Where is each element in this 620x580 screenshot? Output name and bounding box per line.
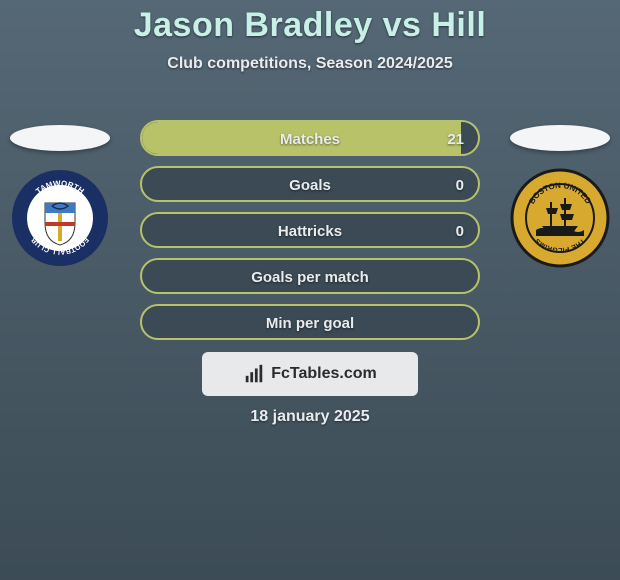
stat-bar: Hattricks 0 — [140, 212, 480, 248]
stat-bar-label: Hattricks — [278, 223, 342, 240]
player-left-oval — [10, 125, 110, 151]
stat-bar-value: 0 — [456, 214, 464, 248]
stat-bar: Goals per match — [140, 258, 480, 294]
stat-bar-label: Goals — [289, 177, 331, 194]
stat-bar-value: 0 — [456, 168, 464, 202]
watermark: FcTables.com — [202, 352, 418, 396]
stat-bar-label: Goals per match — [251, 269, 369, 286]
player-right-oval — [510, 125, 610, 151]
watermark-label: FcTables.com — [271, 365, 377, 383]
infographic-canvas: Jason Bradley vs Hill Club competitions,… — [0, 0, 620, 580]
stat-bar: Matches 21 — [140, 120, 480, 156]
stat-bar: Min per goal — [140, 304, 480, 340]
stat-bar-label: Matches — [280, 131, 340, 148]
stat-bars: Matches 21 Goals 0 Hattricks 0 Goals per match… — [140, 120, 480, 350]
stat-bar: Goals 0 — [140, 166, 480, 202]
club-badge-right: BOSTON UNITED THE PILGRIMS — [510, 168, 610, 268]
page-title: Jason Bradley vs Hill — [0, 0, 620, 45]
club-badge-left: TAMWORTH FOOTBALL CLUB — [10, 168, 110, 268]
boston-badge-svg: BOSTON UNITED THE PILGRIMS — [510, 168, 610, 268]
chart-icon — [243, 363, 265, 385]
stat-bar-label: Min per goal — [266, 315, 354, 332]
tamworth-badge-svg: TAMWORTH FOOTBALL CLUB — [10, 168, 110, 268]
infographic-date: 18 january 2025 — [0, 408, 620, 426]
stat-bar-value: 21 — [447, 122, 464, 156]
page-subtitle: Club competitions, Season 2024/2025 — [0, 55, 620, 73]
